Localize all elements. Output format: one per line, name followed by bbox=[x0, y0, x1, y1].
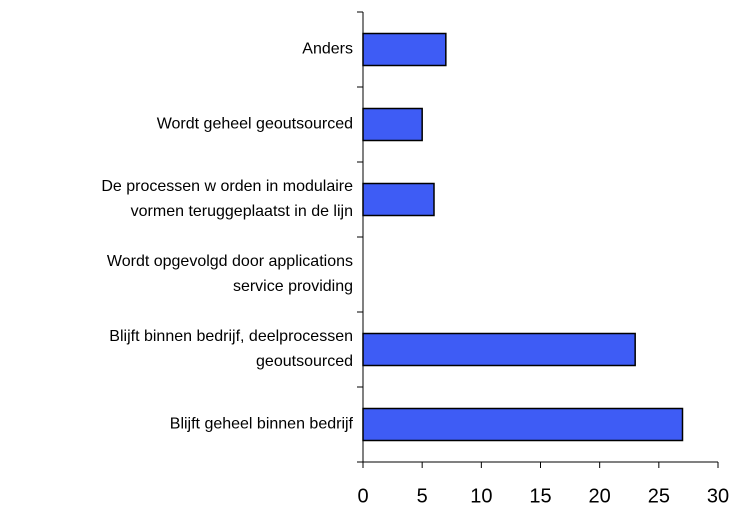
category-label-line: geoutsourced bbox=[256, 353, 353, 370]
category-label-line: De processen w orden in modulaire bbox=[101, 178, 353, 195]
x-tick-label: 5 bbox=[417, 485, 428, 507]
bar bbox=[362, 182, 435, 217]
bar bbox=[362, 32, 447, 67]
category-label-line: Wordt opgevolgd door applications bbox=[107, 253, 353, 270]
category-label-line: service providing bbox=[233, 278, 353, 295]
bar bbox=[362, 107, 423, 142]
category-label-line: Blijft binnen bedrijf, deelprocessen bbox=[109, 328, 353, 345]
category-label-line: Anders bbox=[302, 41, 353, 58]
category-label-line: Blijft geheel binnen bedrijf bbox=[170, 416, 354, 433]
category-label: De processen w orden in modulaire vormen … bbox=[101, 178, 353, 220]
bar bbox=[362, 407, 684, 442]
x-tick-label: 0 bbox=[357, 485, 368, 507]
x-tick-label: 25 bbox=[648, 485, 670, 507]
x-tick-label: 30 bbox=[707, 485, 729, 507]
x-tick-label: 15 bbox=[529, 485, 551, 507]
category-label-line: vormen teruggeplaatst in de lijn bbox=[131, 203, 353, 220]
bar bbox=[362, 332, 636, 367]
category-label-line: Wordt geheel geoutsourced bbox=[157, 116, 353, 133]
category-label: Blijft geheel binnen bedrijf bbox=[170, 416, 354, 433]
category-label: Blijft binnen bedrijf, deelprocessen geou… bbox=[109, 328, 353, 370]
x-tick-label: 20 bbox=[589, 485, 611, 507]
category-label: Wordt geheel geoutsourced bbox=[157, 116, 353, 133]
x-tick-label: 10 bbox=[470, 485, 492, 507]
category-label: Anders bbox=[302, 41, 353, 58]
category-label: Wordt opgevolgd door applications service… bbox=[107, 253, 353, 295]
